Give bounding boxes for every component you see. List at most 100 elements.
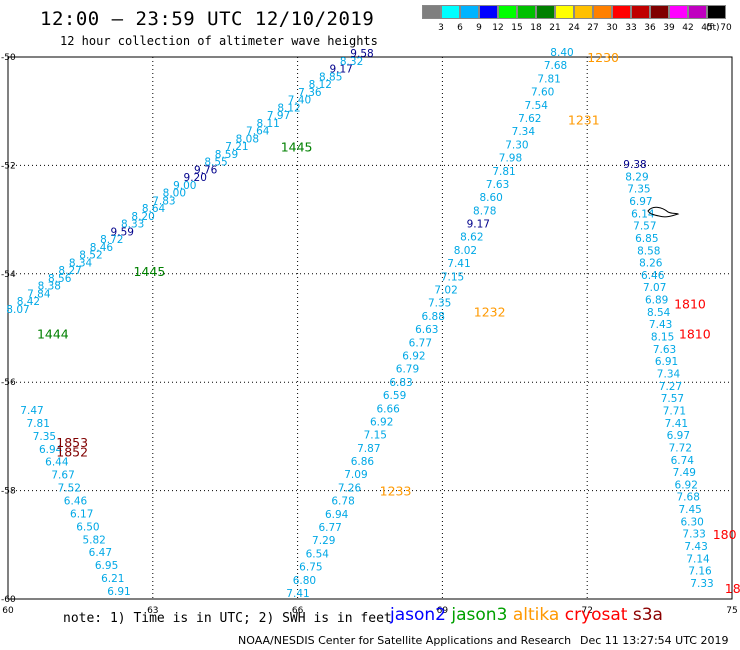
lat-tick-label: -60 — [1, 595, 16, 605]
wave-height-value: 6.95 — [95, 560, 118, 572]
time-label: 1810 — [679, 326, 711, 341]
legend-label: 36 — [644, 23, 656, 33]
wave-height-value: 7.81 — [537, 73, 560, 85]
wave-height-value: 8.52 — [79, 250, 102, 262]
legend-label: 42 — [682, 23, 694, 33]
wave-height-value: 8.11 — [256, 118, 279, 130]
wave-height-value: 7.36 — [298, 87, 322, 99]
legend-swatch — [498, 5, 517, 19]
legend-label: 3 — [438, 23, 444, 33]
wave-height-value: 8.42 — [17, 296, 40, 308]
legend-swatch — [536, 5, 555, 19]
wave-height-value: 6.59 — [383, 390, 406, 402]
time-label: 180 — [713, 527, 737, 542]
wave-height-value: 8.85 — [319, 71, 342, 83]
wave-height-value: 8.34 — [69, 257, 93, 269]
wave-height-value: 7.72 — [669, 442, 692, 454]
legend-swatch — [422, 5, 441, 19]
legend-label: 45 — [701, 23, 713, 33]
satellite-track: 9.388.297.356.976.147.576.858.588.266.46… — [623, 159, 713, 590]
wave-height-value: 7.07 — [643, 282, 666, 294]
wave-height-value: 8.78 — [473, 205, 496, 217]
wave-height-value: 6.78 — [331, 496, 354, 508]
wave-height-value: 9.20 — [184, 172, 207, 184]
wave-height-value: 9.59 — [111, 226, 134, 238]
legend-swatch — [688, 5, 707, 19]
wave-height-value: 7.14 — [686, 553, 710, 565]
time-label: 1445 — [133, 264, 165, 279]
wave-height-value: 6.46 — [64, 496, 88, 508]
satellite-track: 7.416.806.756.547.296.776.946.787.267.09… — [286, 47, 573, 600]
time-label: 1230 — [587, 50, 619, 65]
legend-label: 27 — [587, 23, 599, 33]
wave-height-value: 6.92 — [675, 479, 698, 491]
wave-height-value: 7.81 — [27, 418, 50, 430]
wave-height-value: 7.27 — [659, 381, 682, 393]
wave-height-value: 7.02 — [434, 285, 457, 297]
time-label: 1445 — [281, 139, 313, 154]
wave-height-value: 7.54 — [525, 100, 549, 112]
lat-tick-label: -56 — [1, 378, 16, 388]
wave-height-value: 8.33 — [121, 219, 144, 231]
wave-height-value: 7.15 — [364, 430, 387, 442]
time-label: 1232 — [474, 305, 506, 320]
satellite-name: cryosat — [564, 605, 633, 625]
legend-label: 9 — [476, 23, 482, 33]
wave-height-value: 7.30 — [505, 139, 528, 151]
wave-height-value: 7.87 — [357, 443, 380, 455]
wave-height-value: 6.77 — [409, 337, 432, 349]
time-label: 1233 — [380, 484, 412, 499]
wave-height-value: 7.34 — [512, 126, 536, 138]
wave-height-value: 6.74 — [671, 455, 695, 467]
legend-unit: (ft) — [706, 23, 720, 33]
wave-height-value: 8.29 — [625, 171, 648, 183]
wave-height-value: 7.26 — [338, 482, 362, 494]
wave-height-value: 6.80 — [293, 575, 316, 587]
legend-label: 18 — [530, 23, 542, 33]
wave-height-value: 6.50 — [76, 521, 99, 533]
wave-height-value: 7.60 — [531, 87, 554, 99]
legend-label: 15 — [511, 23, 523, 33]
map-subtitle: 12 hour collection of altimeter wave hei… — [60, 34, 378, 48]
wave-height-value: 7.47 — [20, 405, 43, 417]
legend-swatch — [479, 5, 498, 19]
wave-height-value: 9.17 — [329, 64, 352, 76]
wave-height-value: 7.68 — [544, 60, 567, 72]
wave-height-value: 8.02 — [454, 245, 477, 257]
wave-height-value: 7.83 — [152, 195, 175, 207]
wave-height-value: 7.33 — [682, 529, 705, 541]
wave-height-value: 6.89 — [645, 295, 668, 307]
wave-height-value: 7.84 — [27, 288, 51, 300]
wave-height-value: 6.47 — [89, 547, 112, 559]
time-labels: 1230 1231 1232 1233 1444 1445 1445 1810 1810 180 1… — [37, 50, 740, 596]
wave-height-value: 8.56 — [48, 273, 72, 285]
wave-height-value: 8.32 — [340, 56, 363, 68]
lat-tick-label: -50 — [1, 53, 16, 63]
legend-swatch — [574, 5, 593, 19]
lon-tick-label: 63 — [147, 606, 158, 616]
lon-tick-label: 60 — [2, 606, 14, 616]
map-frame — [7, 56, 733, 600]
legend-swatch — [555, 5, 574, 19]
wave-height-value: 6.97 — [667, 430, 690, 442]
wave-height-value: 8.38 — [38, 281, 61, 293]
wave-height-value: 7.67 — [51, 470, 74, 482]
wave-height-value: 8.20 — [131, 211, 154, 223]
wave-height-value: 6.46 — [641, 270, 665, 282]
wave-height-value: 8.26 — [639, 258, 663, 270]
wave-height-value: 6.83 — [389, 377, 412, 389]
wave-height-value: 6.94 — [325, 509, 349, 521]
wave-height-value: 8.64 — [142, 203, 166, 215]
wave-height-value: 6.92 — [402, 350, 425, 362]
wave-height-value: 6.30 — [680, 516, 703, 528]
wave-height-value: 6.91 — [655, 356, 678, 368]
wave-height-value: 8.12 — [277, 102, 300, 114]
legend-label: 39 — [663, 23, 675, 33]
wave-height-value: 6.91 — [107, 586, 130, 598]
wave-height-value: 7.52 — [58, 483, 81, 495]
wave-height-value: 8.12 — [309, 79, 332, 91]
wave-height-value: 8.55 — [204, 157, 227, 169]
wave-height-value: 6.54 — [306, 548, 330, 560]
legend-swatch — [460, 5, 479, 19]
